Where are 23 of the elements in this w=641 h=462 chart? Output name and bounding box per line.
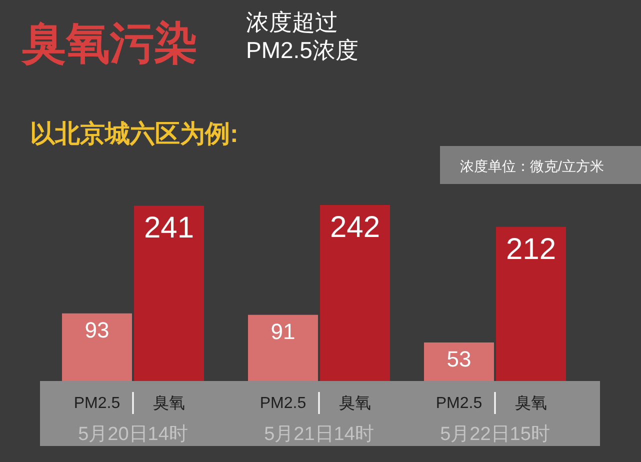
series-label: 臭氧 [153, 395, 185, 412]
bar [424, 342, 494, 381]
chart-title: 臭氧污染 [20, 19, 198, 68]
text: 臭氧 [339, 395, 371, 412]
x-tick-label: 5月20日14时 [78, 424, 188, 445]
text: 以北京城六区为例: [30, 120, 238, 148]
bar [134, 206, 204, 381]
data-label: 91 [270, 318, 296, 344]
data-label: 93 [84, 317, 110, 342]
data-label: 241 [144, 212, 194, 245]
bar [496, 226, 566, 381]
text: PM2.5 [436, 395, 482, 412]
series-label: PM2.5 [74, 395, 120, 412]
bar [62, 313, 132, 381]
x-tick-label: 5月22日15时 [440, 424, 550, 445]
x-tick-label: 5月21日14时 [264, 424, 374, 445]
text: 浓度单位：微克/立方米 [460, 158, 604, 174]
data-label: 212 [506, 232, 556, 266]
text: 臭氧 [515, 395, 547, 412]
data-label: 53 [446, 346, 472, 372]
chart-subtitle: 浓度超过 PM2.5浓度 [246, 9, 358, 63]
data-label: 242 [330, 211, 380, 244]
text: PM2.5 [260, 395, 306, 412]
